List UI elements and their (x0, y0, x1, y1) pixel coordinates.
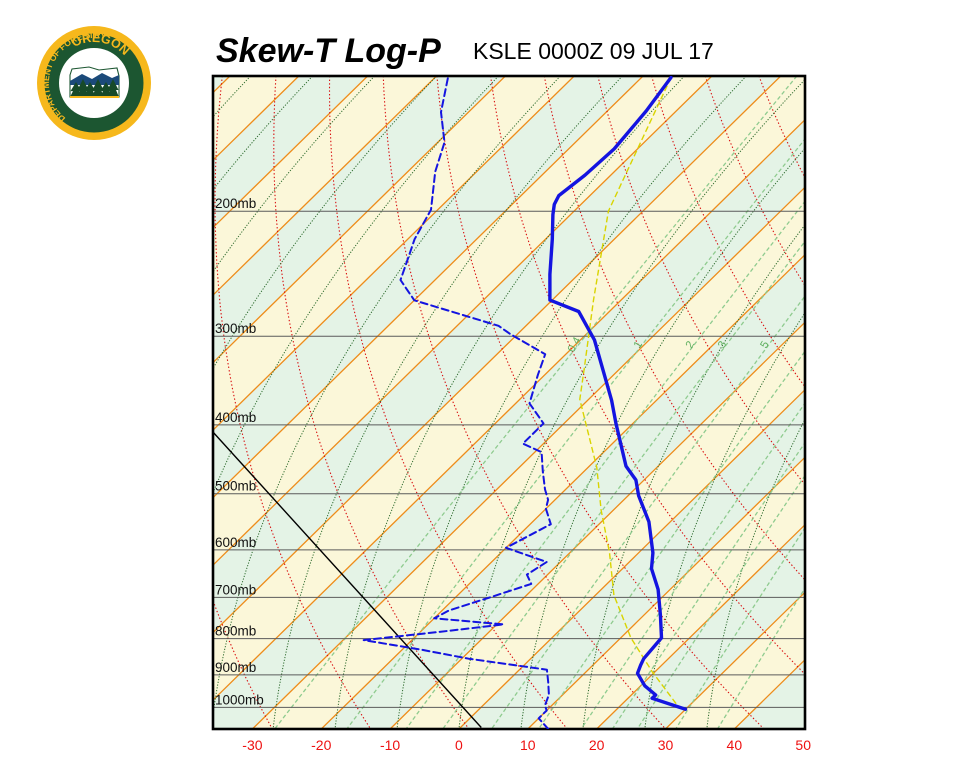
svg-text:Skew-T Log-P: Skew-T Log-P (216, 32, 441, 70)
svg-text:400mb: 400mb (215, 410, 256, 425)
svg-text:800mb: 800mb (215, 624, 256, 639)
svg-text:200mb: 200mb (215, 196, 256, 211)
svg-text:10: 10 (520, 737, 536, 753)
svg-text:KSLE 0000Z 09 JUL 17: KSLE 0000Z 09 JUL 17 (473, 38, 714, 64)
svg-text:300mb: 300mb (215, 321, 256, 336)
svg-text:600mb: 600mb (215, 535, 256, 550)
svg-text:-10: -10 (380, 737, 400, 753)
svg-text:900mb: 900mb (215, 660, 256, 675)
svg-text:-30: -30 (242, 737, 262, 753)
svg-text:0: 0 (455, 737, 463, 753)
svg-text:40: 40 (727, 737, 743, 753)
svg-text:30: 30 (658, 737, 674, 753)
svg-text:1000mb: 1000mb (215, 692, 264, 707)
svg-text:-20: -20 (311, 737, 331, 753)
svg-text:50: 50 (795, 737, 811, 753)
svg-text:700mb: 700mb (215, 582, 256, 597)
svg-text:20: 20 (589, 737, 605, 753)
svg-text:500mb: 500mb (215, 479, 256, 494)
